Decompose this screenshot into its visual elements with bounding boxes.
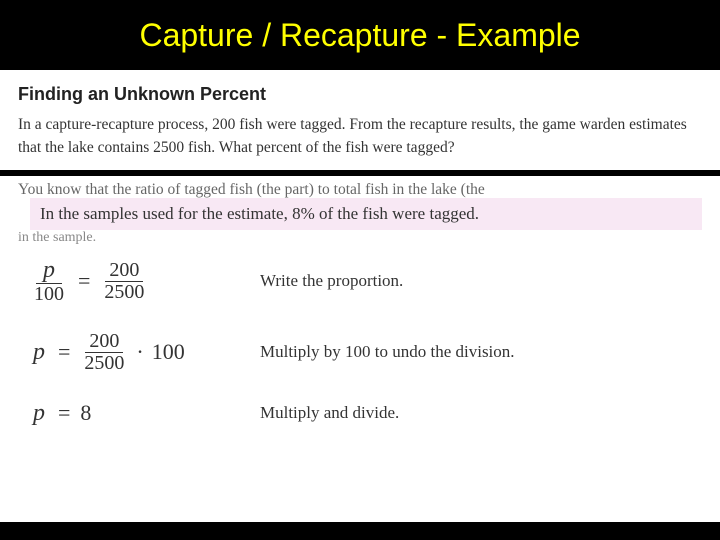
equation-row-1: p 100 = 200 2500 Write the proportion.	[30, 258, 702, 305]
equation-1-explain: Write the proportion.	[260, 271, 403, 291]
equation-row-2: p = 200 2500 · 100 Multiply by 100 to un…	[30, 331, 702, 374]
equation-row-3: p = 8 Multiply and divide.	[30, 400, 702, 427]
title-bar: Capture / Recapture - Example	[0, 0, 720, 70]
eq1-den2: 2500	[100, 282, 148, 303]
eq2-num: 200	[85, 331, 123, 353]
answer-highlight: In the samples used for the estimate, 8%…	[30, 198, 702, 230]
equation-3-lhs: p = 8	[30, 400, 260, 427]
eq2-var: p	[30, 339, 48, 366]
eq3-result: 8	[80, 400, 91, 426]
equations-block: p 100 = 200 2500 Write the proportion. p…	[0, 248, 720, 427]
equation-2-lhs: p = 200 2500 · 100	[30, 331, 260, 374]
eq1-num1: p	[40, 257, 58, 283]
partial-text-top: You know that the ratio of tagged fish (…	[0, 176, 720, 198]
eq1-num2: 200	[105, 260, 143, 282]
eq1-den1: 100	[30, 284, 68, 305]
slide-title: Capture / Recapture - Example	[139, 17, 580, 54]
equation-1-lhs: p 100 = 200 2500	[30, 258, 260, 305]
eq2-mult: 100	[152, 339, 185, 365]
equation-2-explain: Multiply by 100 to undo the division.	[260, 342, 515, 362]
problem-statement: In a capture-recapture process, 200 fish…	[0, 113, 720, 160]
eq3-var: p	[30, 400, 48, 427]
highlight-text: In the samples used for the estimate, 8%…	[40, 204, 479, 223]
section-heading: Finding an Unknown Percent	[0, 70, 720, 113]
equation-3-explain: Multiply and divide.	[260, 403, 399, 423]
partial-text-bottom: in the sample.	[0, 230, 720, 248]
footer-strip	[0, 522, 720, 540]
eq2-den: 2500	[80, 353, 128, 374]
